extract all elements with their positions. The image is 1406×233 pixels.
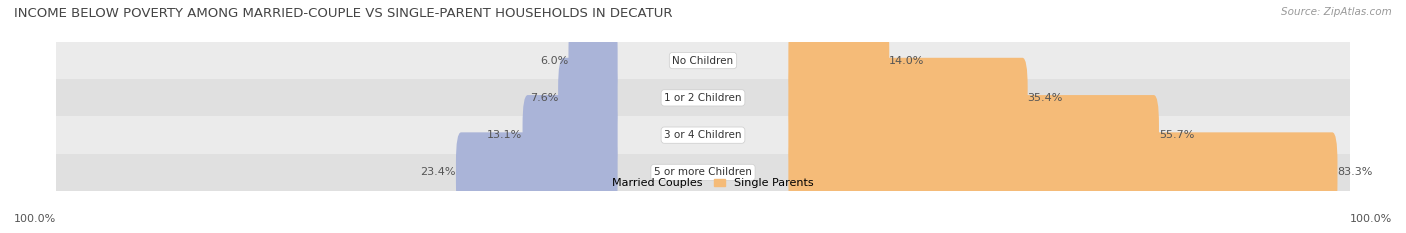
Text: 35.4%: 35.4% [1028, 93, 1063, 103]
Text: 6.0%: 6.0% [540, 56, 568, 65]
Legend: Married Couples, Single Parents: Married Couples, Single Parents [592, 178, 814, 188]
Text: 13.1%: 13.1% [488, 130, 523, 140]
Bar [56, 79, 1350, 116]
Text: 23.4%: 23.4% [420, 168, 456, 177]
FancyBboxPatch shape [558, 58, 617, 138]
FancyBboxPatch shape [789, 132, 1337, 212]
Text: 14.0%: 14.0% [889, 56, 925, 65]
FancyBboxPatch shape [568, 21, 617, 101]
Text: 5 or more Children: 5 or more Children [654, 168, 752, 177]
FancyBboxPatch shape [789, 95, 1159, 175]
FancyBboxPatch shape [789, 58, 1028, 138]
Text: INCOME BELOW POVERTY AMONG MARRIED-COUPLE VS SINGLE-PARENT HOUSEHOLDS IN DECATUR: INCOME BELOW POVERTY AMONG MARRIED-COUPL… [14, 7, 672, 20]
Bar [56, 154, 1350, 191]
Text: 100.0%: 100.0% [1350, 214, 1392, 224]
Text: 83.3%: 83.3% [1337, 168, 1372, 177]
Text: 3 or 4 Children: 3 or 4 Children [664, 130, 742, 140]
FancyBboxPatch shape [456, 132, 617, 212]
Bar [56, 116, 1350, 154]
FancyBboxPatch shape [523, 95, 617, 175]
FancyBboxPatch shape [789, 21, 889, 101]
Bar [56, 42, 1350, 79]
Text: Source: ZipAtlas.com: Source: ZipAtlas.com [1281, 7, 1392, 17]
Text: 1 or 2 Children: 1 or 2 Children [664, 93, 742, 103]
Text: No Children: No Children [672, 56, 734, 65]
Text: 55.7%: 55.7% [1159, 130, 1194, 140]
Text: 7.6%: 7.6% [530, 93, 558, 103]
Text: 100.0%: 100.0% [14, 214, 56, 224]
